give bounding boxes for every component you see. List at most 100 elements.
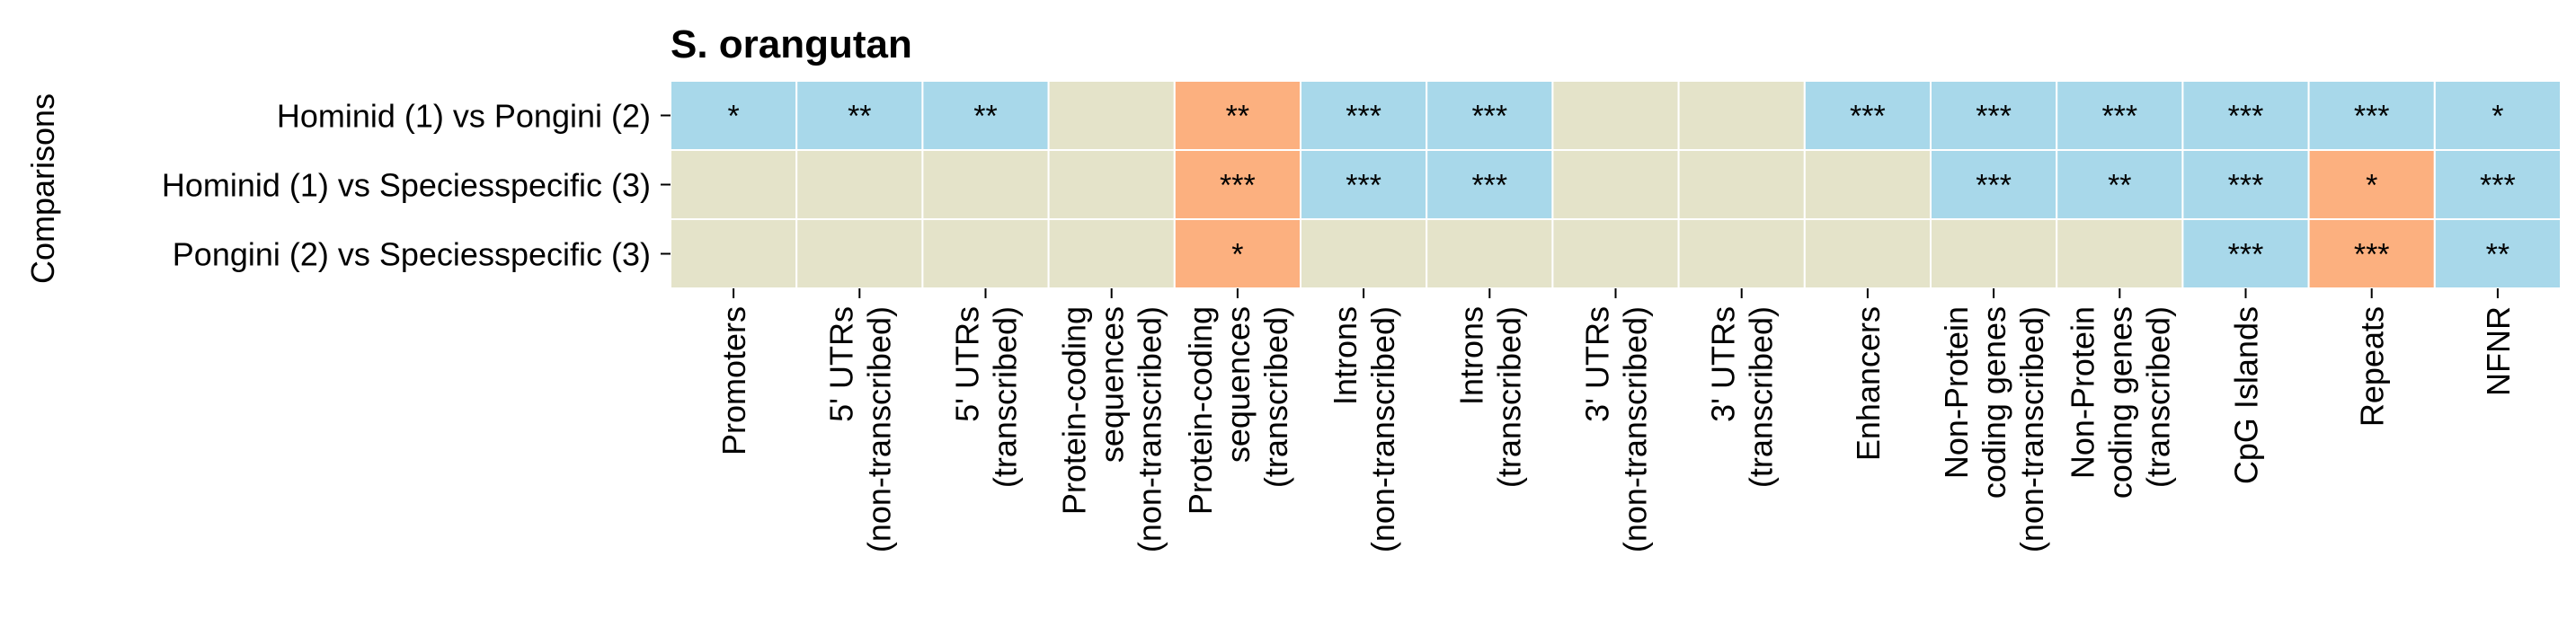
column-label-line: (non-transcribed) <box>1364 306 1401 552</box>
heatmap-cell <box>670 218 798 289</box>
heatmap-cell <box>795 80 924 151</box>
cell-significance-label: *** <box>1220 169 1256 203</box>
heatmap-cell <box>1677 218 1806 289</box>
cell-significance-label: * <box>2366 169 2377 203</box>
cell-significance-label: *** <box>2354 238 2390 272</box>
column-label-line: (non-transcribed) <box>2013 306 2050 552</box>
heatmap-cell <box>2433 80 2563 151</box>
heatmap-cell <box>2433 218 2563 289</box>
heatmap-cell <box>1803 149 1932 220</box>
column-label: Repeats <box>2354 306 2391 427</box>
cell-significance-label: ** <box>2108 169 2131 203</box>
column-label-line: Protein-coding <box>1182 306 1219 515</box>
heatmap-cell <box>1300 218 1428 289</box>
column-label-line: (non-transcribed) <box>1132 306 1168 552</box>
cell-significance-label: *** <box>2228 238 2264 272</box>
column-label-line: Protein-coding <box>1056 306 1093 515</box>
column-label-line: CpG Islands <box>2228 306 2265 484</box>
heatmap-cell <box>1047 149 1176 220</box>
column-label-line: Non-Protein <box>2064 306 2101 479</box>
column-label-line: Introns <box>1452 306 1489 405</box>
column-label: 3' UTRs(non-transcribed) <box>1579 306 1654 552</box>
cell-significance-label: * <box>2492 100 2503 134</box>
heatmap-cell <box>2181 80 2310 151</box>
column-label: 3' UTRs(transcribed) <box>1705 306 1780 488</box>
heatmap-cell <box>670 149 798 220</box>
column-label-line: (transcribed) <box>2139 306 2176 488</box>
row-labels: Hominid (1) vs Pongini (2) Hominid (1) vs… <box>162 98 671 273</box>
column-label-line: (transcribed) <box>987 306 1024 488</box>
cell-significance-label: *** <box>1976 100 2012 134</box>
cell-significance-label: *** <box>1471 169 1507 203</box>
heatmap-cell <box>1551 218 1680 289</box>
cell-significance-label: *** <box>2101 100 2137 134</box>
cell-significance-label: *** <box>1471 100 1507 134</box>
heatmap-cell <box>1930 149 2058 220</box>
column-label-line: NFNR <box>2480 306 2517 396</box>
column-label: CpG Islands <box>2228 306 2265 484</box>
cell-significance-label: *** <box>1346 100 1381 134</box>
row-label: Hominid (1) vs Speciesspecific (3) <box>162 167 651 204</box>
heatmap-cell <box>795 149 924 220</box>
column-label-line: 3' UTRs <box>1579 306 1616 422</box>
heatmap-cell <box>1930 218 2058 289</box>
heatmap-cell <box>2307 218 2436 289</box>
column-label: 5' UTRs(non-transcribed) <box>822 306 897 552</box>
cell-significance-label: ** <box>973 100 997 134</box>
column-label-line: 5' UTRs <box>822 306 859 422</box>
column-label-line: Promoters <box>715 306 752 455</box>
heatmap-cell <box>1677 149 1806 220</box>
column-label-line: 3' UTRs <box>1705 306 1742 422</box>
column-label-line: (non-transcribed) <box>1617 306 1654 552</box>
heatmap-cell <box>2433 149 2563 220</box>
heatmap-cell <box>1426 80 1554 151</box>
cell-significance-label: *** <box>1976 169 2012 203</box>
heatmap-cell <box>1173 218 1302 289</box>
column-label: Enhancers <box>1850 306 1887 461</box>
heatmap-cell <box>1930 80 2058 151</box>
column-label: Non-Proteincoding genes(non-transcribed) <box>1938 306 2050 552</box>
column-label-line: coding genes <box>2101 306 2138 499</box>
cell-significance-label: *** <box>2354 100 2390 134</box>
column-label-line: 5' UTRs <box>949 306 986 422</box>
cell-significance-label: *** <box>2228 169 2264 203</box>
heatmap-cell <box>795 218 924 289</box>
heatmap-cells: * ** ** ** *** *** *** *** *** *** *** **** *** *** **… <box>670 80 2563 289</box>
heatmap-cell <box>1426 218 1554 289</box>
column-label-line: Repeats <box>2354 306 2391 427</box>
column-labels: Promoters 5' UTRs(non-transcribed) 5' UTRs… <box>715 288 2517 552</box>
heatmap-cell <box>2056 149 2184 220</box>
heatmap-cell <box>1300 149 1428 220</box>
cell-significance-label: *** <box>2228 100 2264 134</box>
column-label-line: (transcribed) <box>1743 306 1780 488</box>
column-label-line: (transcribed) <box>1257 306 1294 488</box>
column-label: Introns(non-transcribed) <box>1327 306 1401 552</box>
column-label-line: sequences <box>1094 306 1131 463</box>
cell-significance-label: * <box>727 100 739 134</box>
heatmap-cell <box>2056 218 2184 289</box>
y-axis-label: Comparisons <box>24 93 61 284</box>
column-label: Protein-codingsequences(transcribed) <box>1182 306 1294 515</box>
cell-significance-label: *** <box>2480 169 2516 203</box>
heatmap-cell <box>1047 80 1176 151</box>
column-label: Protein-codingsequences(non-transcribed) <box>1056 306 1168 552</box>
heatmap-cell <box>1551 149 1680 220</box>
column-label: Non-Proteincoding genes(transcribed) <box>2064 306 2176 499</box>
heatmap-cell <box>670 80 798 151</box>
heatmap-cell <box>921 149 1050 220</box>
column-label-line: sequences <box>1220 306 1257 463</box>
cell-significance-label: ** <box>848 100 871 134</box>
cell-significance-label: ** <box>1226 100 1249 134</box>
column-label: Introns(transcribed) <box>1452 306 1527 488</box>
heatmap-cell <box>1677 80 1806 151</box>
heatmap-cell <box>2181 218 2310 289</box>
column-label-line: coding genes <box>1976 306 2012 499</box>
cell-significance-label: *** <box>1850 100 1886 134</box>
heatmap-cell <box>921 80 1050 151</box>
heatmap-cell <box>2307 149 2436 220</box>
cell-significance-label: *** <box>1346 169 1381 203</box>
heatmap-cell <box>1047 218 1176 289</box>
column-label-line: Introns <box>1327 306 1364 405</box>
chart-title: S. orangutan <box>671 22 912 66</box>
